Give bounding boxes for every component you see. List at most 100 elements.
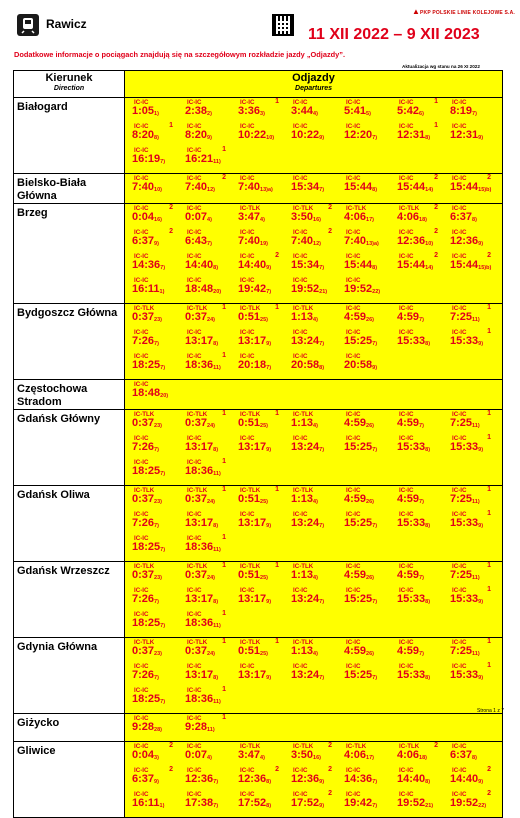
departure-time: 12:207)	[344, 129, 377, 144]
departure-time: 0:0416)	[132, 211, 162, 226]
platform-number: 2	[222, 174, 226, 181]
footnote-ref: 9)	[154, 779, 159, 785]
departure-grid: IC-IC 2 0:043) IC-IC 0:074) IC-TLK 3:474) IC-TL…	[125, 742, 502, 814]
footnote-ref: 11)	[213, 547, 221, 553]
time-value: 14:40	[397, 773, 426, 785]
time-value: 7:25	[450, 645, 473, 657]
train-category: IC-TLK	[187, 305, 208, 312]
time-value: 19:52	[397, 797, 426, 809]
time-value: 16:19	[132, 153, 161, 165]
train-category: IC-IC	[346, 175, 361, 182]
train-category: IC-IC	[293, 435, 308, 442]
platform-number: 2	[434, 252, 438, 259]
footnote-ref: 8)	[425, 599, 431, 605]
footnote-ref: 7)	[213, 803, 219, 809]
table-row: Gliwice IC-IC 2 0:043) IC-IC 0:074) IC-TLK 3:47…	[13, 741, 503, 818]
departure-time: 10:2210)	[238, 129, 274, 144]
departure-time: 18:3611)	[185, 693, 221, 708]
departure-entry: IC-IC 12:319)	[446, 123, 499, 146]
train-category: IC-IC	[346, 99, 361, 106]
train-category: IC-IC	[293, 663, 308, 670]
footnote-ref: 7)	[266, 289, 272, 295]
train-category: IC-IC	[399, 253, 414, 260]
footnote-ref: 8)	[213, 675, 219, 681]
departure-time: 16:2111)	[185, 153, 221, 168]
time-value: 4:59	[344, 569, 367, 581]
departure-time: 16:111)	[132, 797, 164, 812]
info-note: Dodatkowe informacje o pociągach znajduj…	[14, 50, 346, 59]
departure-entry: IC-IC 7:267)	[128, 329, 181, 352]
footnote-ref: 11)	[472, 423, 480, 429]
departure-entry: IC-IC 1 15:339)	[446, 510, 499, 534]
time-value: 12:36	[238, 773, 267, 785]
platform-number: 2	[434, 204, 438, 211]
destination-name: Gdynia Główna	[13, 637, 125, 714]
footnote-ref: 11)	[472, 499, 480, 505]
train-category: IC-IC	[399, 587, 414, 594]
departure-time: 14:367)	[132, 259, 165, 274]
departure-time: 7:267)	[132, 517, 159, 532]
time-value: 4:59	[397, 311, 420, 323]
platform-number: 1	[487, 304, 491, 311]
departure-entry: IC-IC 13:179)	[234, 435, 287, 458]
departure-time: 12:319)	[450, 129, 483, 144]
departure-entry: IC-TLK 1 0:3724)	[181, 562, 234, 586]
departure-entry: IC-TLK 4:0617)	[340, 205, 393, 228]
time-value: 18:36	[185, 693, 214, 705]
time-value: 15:44	[397, 181, 426, 193]
time-value: 13:17	[238, 441, 267, 453]
departure-time: 3:444)	[291, 105, 318, 120]
time-value: 7:40	[238, 181, 261, 193]
pkp-logo-icon: ▲	[412, 7, 420, 16]
destination-name: Gdańsk Wrzeszcz	[13, 561, 125, 638]
train-category: IC-IC	[293, 511, 308, 518]
departure-time: 7:4013)a)	[344, 235, 379, 250]
time-value: 1:13	[291, 493, 314, 505]
departure-time: 15:339)	[450, 593, 483, 608]
departure-entry: IC-IC 1 15:339)	[446, 434, 499, 458]
departure-entry: IC-TLK 1 0:3724)	[181, 638, 234, 662]
departure-grid: IC-IC 18:4820)	[125, 381, 502, 404]
departure-entry: IC-IC 2 15:4415)b)	[446, 174, 499, 198]
time-value: 16:21	[185, 153, 214, 165]
train-category: IC-IC	[399, 123, 414, 130]
departure-entry: IC-IC 2 15:4414)	[393, 252, 446, 276]
time-value: 19:42	[344, 797, 373, 809]
time-value: 7:40	[132, 181, 155, 193]
train-category: IC-TLK	[240, 305, 261, 312]
train-category: IC-IC	[240, 123, 255, 130]
departure-time: 4:5926)	[344, 493, 374, 508]
platform-number: 1	[434, 122, 438, 129]
train-category: IC-IC	[134, 123, 149, 130]
departure-time: 15:4415)b)	[450, 181, 491, 196]
departure-entry: IC-TLK 2 3:5016)	[287, 204, 340, 228]
time-value: 13:17	[185, 335, 214, 347]
footnote-ref: 11)	[213, 699, 221, 705]
footnote-ref: 13)a)	[366, 241, 379, 247]
departure-time: 7:4012)	[185, 181, 215, 196]
train-category: IC-IC	[240, 253, 255, 260]
time-value: 15:33	[397, 593, 426, 605]
departure-time: 8:197)	[450, 105, 477, 120]
time-value: 13:24	[291, 335, 320, 347]
train-category: IC-IC	[134, 663, 149, 670]
footnote-ref: 14)	[425, 187, 434, 193]
time-value: 0:51	[238, 311, 261, 323]
departure-entry: IC-IC 1 9:2811)	[181, 714, 234, 738]
time-value: 0:07	[185, 749, 208, 761]
platform-number: 2	[328, 790, 332, 797]
platform-number: 1	[222, 534, 226, 541]
footnote-ref: 8)	[266, 803, 272, 809]
departure-entry: IC-TLK 1:134)	[287, 563, 340, 586]
departure-entry: IC-IC 2 12:3610)	[393, 228, 446, 252]
departure-entry: IC-TLK 0:3723)	[128, 639, 181, 662]
departure-time: 8:208)	[132, 129, 159, 144]
platform-number: 1	[275, 98, 279, 105]
platform-number: 1	[222, 458, 226, 465]
destination-name: Bielsko-Biała Główna	[13, 173, 125, 204]
train-category: IC-IC	[452, 563, 467, 570]
footnote-ref: 1)	[159, 803, 165, 809]
time-value: 15:44	[450, 181, 479, 193]
footnote-ref: 6)	[419, 111, 424, 117]
train-category: IC-IC	[452, 639, 467, 646]
